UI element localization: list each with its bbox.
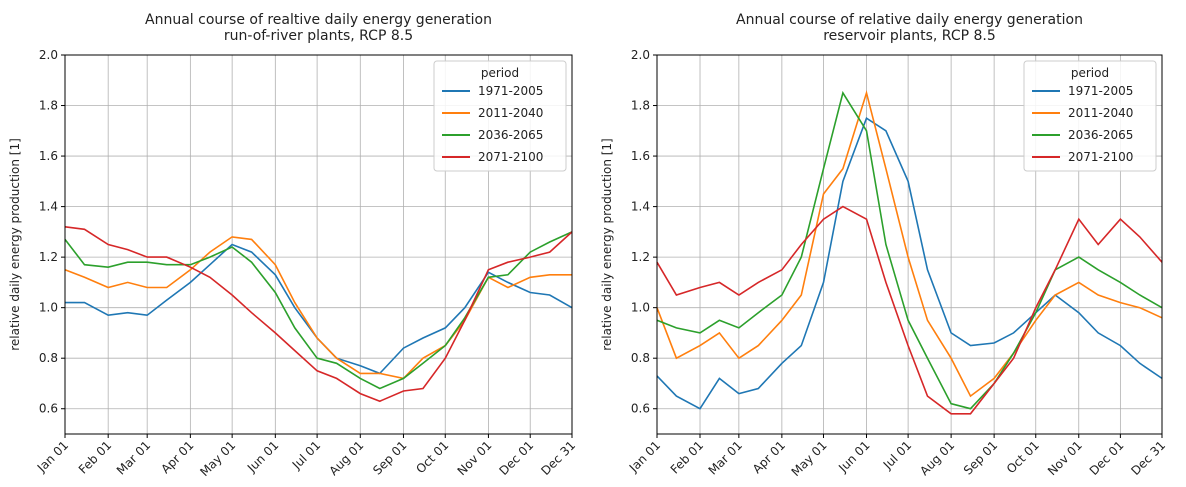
- x-tick-label: Oct 01: [1004, 438, 1042, 476]
- x-tick-label: Feb 01: [76, 438, 114, 476]
- x-tick-label: Jul 01: [289, 438, 323, 472]
- series-line: [65, 243, 573, 375]
- x-tick-label: Dec 31: [538, 438, 578, 478]
- x-tick-label: Sep 01: [370, 438, 409, 477]
- x-tick-label: Jan 01: [34, 438, 71, 475]
- y-tick-label: 1.4: [39, 200, 58, 214]
- chart-title: Annual course of relative daily energy g…: [736, 12, 1083, 28]
- y-tick-label: 2.0: [39, 48, 58, 62]
- legend-label: 1971-2005: [1068, 84, 1133, 98]
- x-tick-label: Mar 01: [114, 438, 153, 477]
- series-line: [656, 205, 1163, 415]
- x-tick-label: Aug 01: [917, 438, 957, 478]
- chart-title: Annual course of realtive daily energy g…: [145, 12, 492, 28]
- y-tick-label: 1.6: [39, 149, 58, 163]
- chart-subtitle: run-of-river plants, RCP 8.5: [224, 28, 413, 44]
- legend-label: 2071-2100: [1068, 150, 1133, 164]
- x-tick-label: Oct 01: [413, 438, 451, 476]
- y-axis-label: relative daily energy production [1]: [8, 138, 22, 351]
- y-tick-label: 0.8: [631, 351, 650, 365]
- series-line: [656, 89, 1163, 398]
- x-tick-label: Nov 01: [1045, 438, 1085, 478]
- legend: period 1971-2005 2011-2040 2036-2065 2071-21…: [1023, 60, 1157, 172]
- y-tick-label: 0.8: [39, 351, 58, 365]
- legend-box: [433, 60, 567, 172]
- x-tick-label: Aug 01: [326, 438, 366, 478]
- y-tick-label: 2.0: [631, 48, 650, 62]
- legend-title: period: [1071, 66, 1109, 80]
- y-axis-label: relative daily energy production [1]: [600, 138, 614, 351]
- y-tick-label: 1.0: [631, 301, 650, 315]
- x-tick-label: Feb 01: [668, 438, 706, 476]
- chart-subtitle: reservoir plants, RCP 8.5: [823, 28, 996, 44]
- legend-label: 2011-2040: [478, 106, 543, 120]
- legend-label: 2011-2040: [1068, 106, 1133, 120]
- y-tick-label: 1.2: [39, 250, 58, 264]
- legend-label: 2071-2100: [478, 150, 543, 164]
- legend-label: 1971-2005: [478, 84, 543, 98]
- y-tick-label: 1.8: [631, 99, 650, 113]
- x-tick-label: Dec 01: [497, 438, 537, 478]
- x-tick-label: May 01: [197, 438, 238, 479]
- legend-box: [1023, 60, 1157, 172]
- plot-frame: [656, 54, 1163, 435]
- plot-frame: [64, 54, 573, 435]
- x-tick-label: Jan 01: [626, 438, 663, 475]
- series-line: [656, 90, 1163, 410]
- x-tick-label: Sep 01: [961, 438, 1000, 477]
- x-tick-label: Mar 01: [706, 438, 745, 477]
- x-tick-label: Jun 01: [835, 438, 872, 475]
- y-tick-label: 1.0: [39, 301, 58, 315]
- series-line: [64, 231, 573, 390]
- y-tick-label: 1.8: [39, 99, 58, 113]
- y-tick-label: 1.4: [631, 200, 650, 214]
- series-line: [64, 226, 573, 403]
- legend-label: 2036-2065: [1068, 128, 1133, 142]
- x-tick-label: Dec 01: [1087, 438, 1127, 478]
- x-tick-label: Apr 01: [158, 438, 196, 476]
- y-tick-label: 1.2: [631, 250, 650, 264]
- x-tick-label: Jun 01: [244, 438, 281, 475]
- x-tick-label: Jul 01: [880, 438, 914, 472]
- x-tick-label: Apr 01: [750, 438, 788, 476]
- y-tick-label: 0.6: [631, 402, 650, 416]
- series-line: [656, 116, 1163, 410]
- x-tick-label: May 01: [789, 438, 830, 479]
- y-tick-label: 0.6: [39, 402, 58, 416]
- x-tick-label: Dec 31: [1128, 438, 1168, 478]
- legend-label: 2036-2065: [478, 128, 543, 142]
- legend: period 1971-2005 2011-2040 2036-2065 2071-21…: [433, 60, 567, 172]
- y-tick-label: 1.6: [631, 149, 650, 163]
- legend-title: period: [481, 66, 519, 80]
- x-tick-label: Nov 01: [455, 438, 495, 478]
